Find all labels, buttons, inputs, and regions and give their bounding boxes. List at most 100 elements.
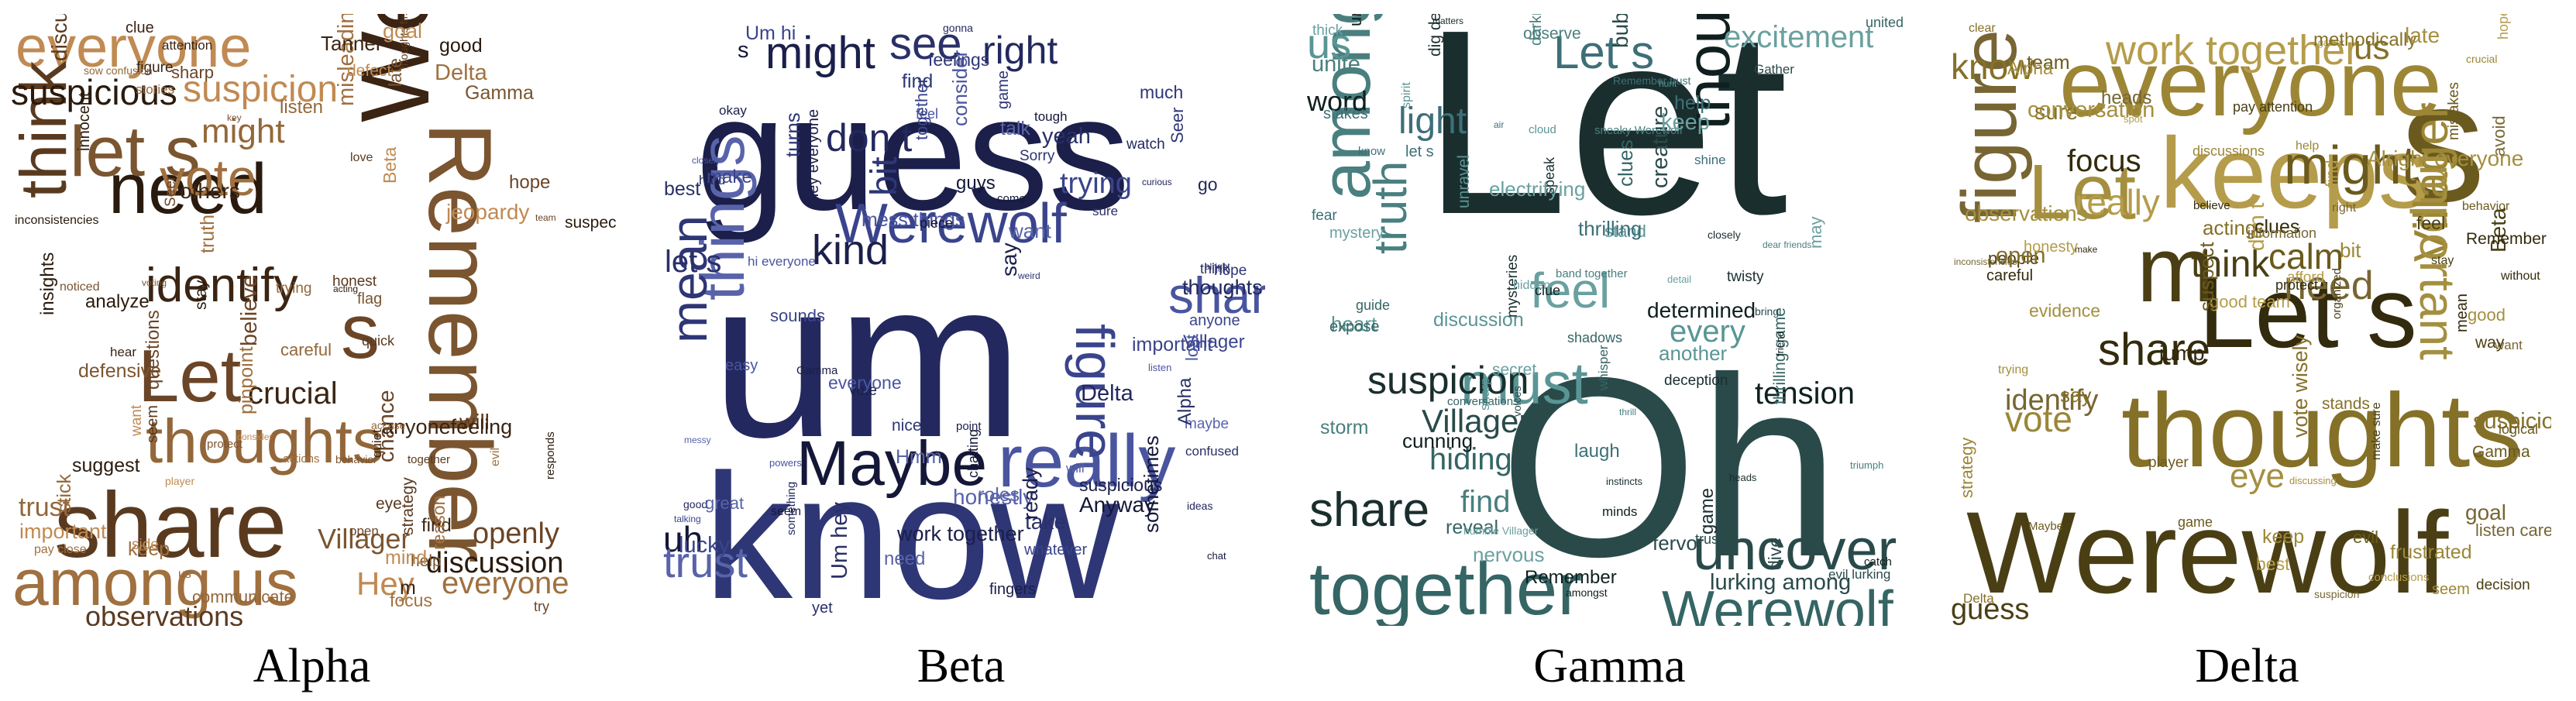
cloud-word: Let s (1553, 26, 1655, 78)
cloud-word: game (1697, 487, 1718, 534)
cloud-word: Beta (380, 146, 400, 184)
cloud-word: lurking among (1710, 570, 1852, 595)
cloud-word: hi everyone (748, 254, 816, 269)
cloud-word: clue (126, 19, 154, 36)
cloud-word: want (129, 404, 145, 436)
cloud-word: discussion (1433, 309, 1524, 331)
cloud-word: crucial (248, 376, 338, 411)
cloud-word: m (400, 577, 416, 599)
cloud-word: Remember (1525, 567, 1617, 588)
alpha-caption: Alpha (253, 640, 371, 692)
cloud-word: keeps (2160, 116, 2429, 229)
cloud-word: stay (2431, 254, 2454, 267)
cloud-word: everyone (2059, 32, 2442, 136)
cloud-word: everyone (828, 373, 902, 393)
cloud-word: Alpha (2007, 58, 2053, 78)
cloud-word: suspicious behavior (2473, 409, 2551, 434)
cloud-word: important (1132, 334, 1213, 356)
cloud-word: unravel (1455, 155, 1473, 208)
cloud-word: excitement (1724, 20, 1874, 54)
cloud-word: quiet (370, 429, 384, 458)
cloud-word: Let (2028, 149, 2137, 235)
cloud-word: late (2405, 23, 2440, 47)
cloud-word: s (738, 38, 749, 63)
cloud-word: guess (696, 62, 1130, 244)
cloud-word: let s (665, 245, 722, 279)
cloud-word: maybe (1185, 416, 1230, 432)
cloud-word: Villager (318, 523, 411, 555)
cloud-word: Seer (163, 175, 179, 207)
cloud-word: detail (1667, 273, 1692, 285)
cloud-word: observations (85, 600, 244, 627)
cloud-word: sure (2034, 100, 2079, 125)
cloud-word: seem (2432, 581, 2470, 598)
cloud-word: observe (1523, 25, 1581, 43)
cloud-word: stories (136, 82, 175, 97)
cloud-word: heart (1331, 312, 1377, 335)
cloud-word: bring (1755, 305, 1780, 318)
cloud-word: believe (2193, 199, 2230, 212)
cloud-word: focus (390, 590, 432, 610)
cloud-word: matters (1432, 15, 1464, 26)
cloud-word: think (1200, 261, 1230, 277)
cloud-word: great (705, 493, 745, 513)
cloud-word: yeah (1042, 124, 1091, 149)
cloud-word: actions (283, 452, 320, 466)
cloud-word: frustrated (2390, 541, 2472, 563)
cloud-word: Let (138, 335, 242, 418)
cloud-word: laugh (1574, 441, 1620, 462)
cloud-word: evidence (2029, 301, 2101, 321)
cloud-word: avoid (2489, 115, 2509, 156)
cloud-word: key (227, 112, 242, 123)
cloud-word: thoughts (1182, 276, 1263, 299)
cloud-word: organized (2330, 268, 2344, 319)
cloud-word: mystery (1329, 225, 1384, 242)
cloud-word: discussion (426, 547, 564, 579)
cloud-word: figure (136, 60, 174, 76)
cloud-word: share (54, 473, 287, 577)
cloud-word: tough (1034, 109, 1068, 124)
cloud-word: among us (12, 546, 298, 619)
cloud-word: kind (812, 227, 889, 273)
cloud-word: closely (1708, 229, 1741, 241)
cloud-word: reason (428, 495, 449, 550)
cloud-word: Seer (1168, 107, 1187, 143)
cloud-word: Remember trust (1613, 74, 1691, 87)
cloud-word: go (1198, 174, 1218, 194)
cloud-word: feel (916, 106, 939, 122)
cloud-word: information (2248, 225, 2317, 241)
cloud-word: really (2075, 182, 2160, 222)
cloud-word: Gamma (796, 364, 838, 377)
cloud-word: good (439, 35, 483, 57)
cloud-word: light (1398, 101, 1467, 142)
cloud-word: spirit (1400, 82, 1413, 108)
cloud-word: truth (197, 214, 218, 253)
cloud-word: uncertainty (1346, 14, 1365, 26)
cloud-word: bit (2340, 239, 2361, 262)
cloud-word: protect (207, 438, 242, 451)
cloud-word: listen (280, 97, 324, 118)
cloud-word: acting (2203, 216, 2257, 239)
cloud-word: fear (1312, 208, 1337, 224)
cloud-word: thoughts (146, 407, 383, 476)
cloud-word: powers (769, 457, 802, 469)
cloud-word: curious (1142, 177, 1172, 187)
cloud-word: together (1309, 548, 1583, 627)
cloud-word: stay (192, 280, 210, 310)
cloud-word: air (1494, 119, 1505, 130)
cloud-word: s (341, 288, 380, 375)
cloud-word: will (1066, 461, 1085, 476)
cloud-word: good team (2210, 292, 2290, 311)
cloud-word: instincts (1606, 476, 1642, 487)
cloud-word: turns (781, 112, 804, 157)
cloud-word: Um hi (745, 22, 796, 44)
cloud-word: humble Villager (1463, 524, 1539, 537)
cloud-word: anyonefeeling (382, 415, 513, 438)
cloud-word: stand (1604, 222, 1646, 241)
cloud-word: hope (1214, 263, 1247, 279)
cloud-word: guide (1356, 297, 1391, 313)
cloud-word: gather (2318, 37, 2345, 48)
gamma-word-cloud: Let Oh together among us must thought Let s fee… (1305, 14, 1914, 626)
cloud-word: seem (144, 405, 161, 443)
cloud-word: keep (1661, 110, 1710, 135)
